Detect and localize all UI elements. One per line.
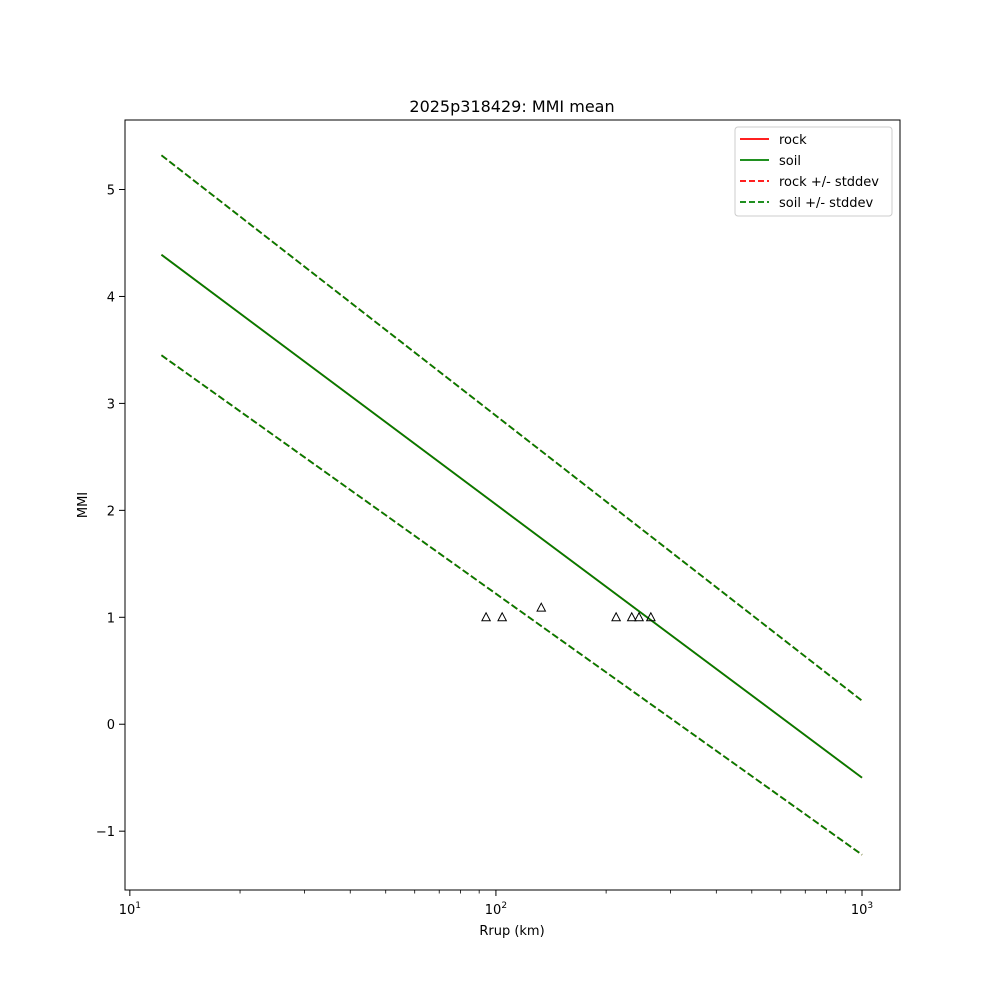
marker-layer <box>481 602 656 622</box>
y-axis-ticks: −1 0 1 2 3 4 5 <box>96 184 125 840</box>
series-line-soil-stddev-upper <box>160 154 863 702</box>
legend-label: soil +/- stddev <box>779 196 874 211</box>
x-tick-label: 103 <box>851 901 873 918</box>
observation-marker <box>611 611 622 622</box>
plot-area <box>125 120 900 890</box>
y-tick-label: −1 <box>96 825 115 840</box>
x-axis-label: Rrup (km) <box>479 924 544 939</box>
y-tick-label: 0 <box>107 718 115 733</box>
legend: rock soil rock +/- stddev soil +/- stddev <box>734 126 893 217</box>
observation-marker <box>626 611 637 622</box>
chart-title: 2025p318429: MMI mean <box>409 97 614 116</box>
observation-marker <box>634 611 645 622</box>
observation-marker <box>645 611 656 622</box>
observation-marker <box>536 602 547 612</box>
series-line-soil-stddev-lower <box>160 354 863 856</box>
x-axis-ticks: 101 102 103 <box>119 890 873 918</box>
legend-box <box>734 126 893 217</box>
legend-label: rock <box>779 133 807 148</box>
series-layer <box>160 154 863 856</box>
y-tick-label: 4 <box>107 290 115 305</box>
y-tick-label: 3 <box>107 397 115 412</box>
y-tick-label: 5 <box>107 184 115 199</box>
y-axis-label: MMI <box>76 492 91 518</box>
observation-marker <box>481 611 492 622</box>
y-tick-label: 1 <box>107 611 115 626</box>
plot-frame <box>124 119 901 891</box>
x-tick-label: 101 <box>119 901 141 918</box>
series-line-soil-upper <box>160 254 863 779</box>
observation-marker <box>497 611 508 622</box>
legend-label: rock +/- stddev <box>779 175 879 190</box>
legend-label: soil <box>779 154 801 169</box>
y-tick-label: 2 <box>107 504 115 519</box>
x-tick-label: 102 <box>485 901 507 918</box>
